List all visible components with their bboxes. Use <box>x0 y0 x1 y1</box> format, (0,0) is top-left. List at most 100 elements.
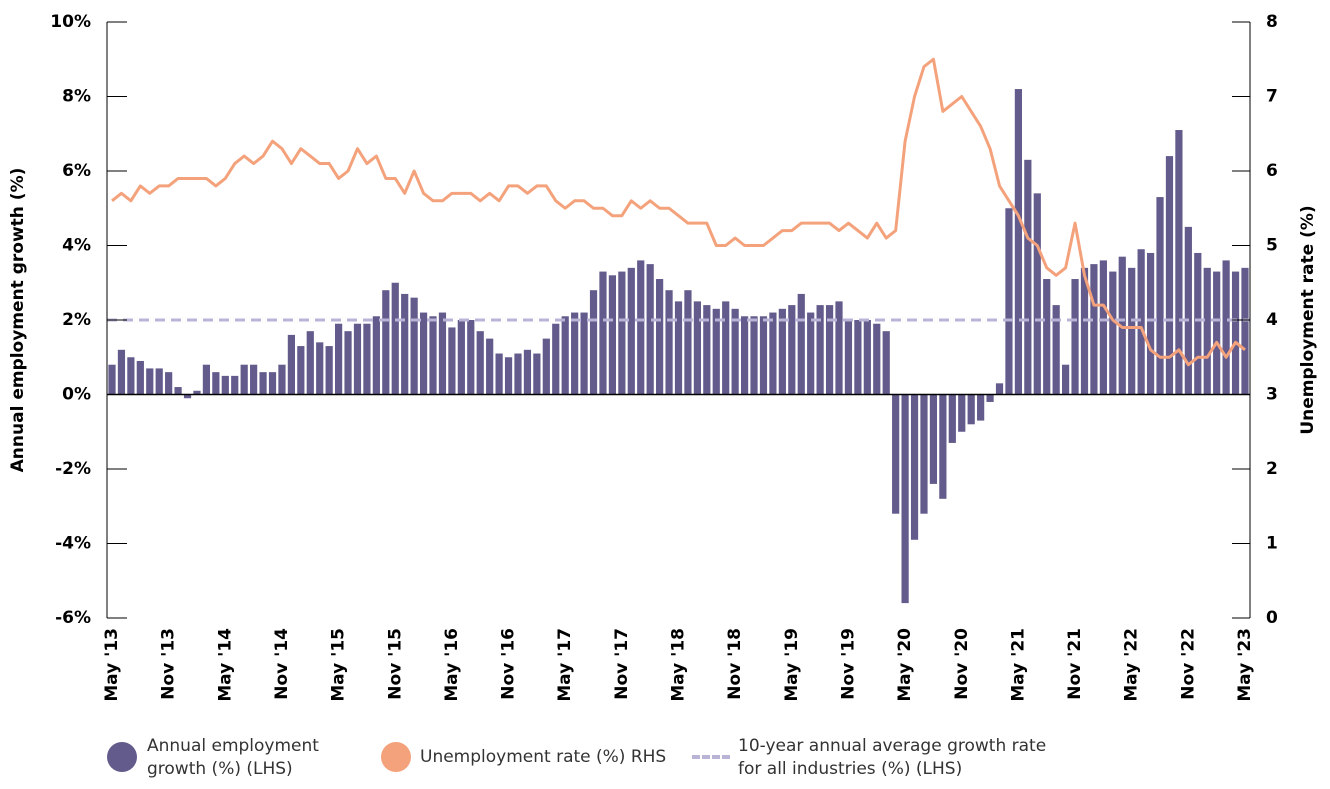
bar <box>882 331 890 395</box>
bar <box>1090 264 1098 395</box>
bar <box>920 394 928 514</box>
bar <box>684 290 692 395</box>
bar <box>212 372 220 395</box>
y-tick-label: 0% <box>62 385 91 405</box>
x-tick-label: May '15 <box>329 628 349 700</box>
bar <box>259 372 267 395</box>
bar <box>165 372 173 395</box>
bar <box>1014 89 1022 395</box>
bar <box>523 349 532 395</box>
bar <box>1062 364 1070 395</box>
y2-tick-label: 6 <box>1266 161 1278 181</box>
bar <box>958 394 966 432</box>
bar <box>967 394 975 425</box>
bar <box>1109 271 1117 395</box>
x-tick-label: Nov '19 <box>838 628 858 700</box>
bar <box>618 271 626 395</box>
bar <box>268 372 277 395</box>
bar <box>155 368 163 395</box>
legend-swatch <box>692 755 730 759</box>
bar <box>844 320 853 395</box>
bar <box>627 267 635 395</box>
bar <box>127 357 135 395</box>
bar <box>1213 271 1221 395</box>
bar <box>250 364 258 395</box>
bar <box>429 316 437 395</box>
bar <box>467 320 475 395</box>
bar <box>1071 279 1079 395</box>
bar <box>382 290 390 395</box>
bar <box>825 305 834 395</box>
bar <box>910 394 919 540</box>
bar <box>863 320 871 395</box>
bar <box>1005 208 1013 395</box>
bar <box>240 364 248 395</box>
bar <box>410 297 418 395</box>
bar <box>693 301 701 395</box>
bar <box>929 394 938 484</box>
bar <box>391 282 399 395</box>
line <box>111 57 1246 367</box>
bar <box>353 323 362 395</box>
x-tick-label: Nov '20 <box>952 628 972 700</box>
x-tick-label: May '16 <box>442 628 462 700</box>
bar <box>1052 305 1060 395</box>
bar <box>136 360 144 395</box>
x-tick-label: May '22 <box>1122 628 1142 700</box>
bar <box>363 323 371 395</box>
bar <box>108 364 116 395</box>
x-tick-label: Nov '17 <box>612 628 632 700</box>
bar <box>1194 252 1202 395</box>
bar <box>873 323 881 395</box>
x-tick-label: May '23 <box>1235 628 1255 700</box>
x-tick-label: May '17 <box>555 628 575 700</box>
y-tick-label: -2% <box>55 459 91 479</box>
bar <box>486 338 494 395</box>
bar <box>835 301 843 395</box>
y-tick-label: 8% <box>62 87 91 107</box>
bar <box>1231 271 1240 395</box>
x-tick-label: Nov '15 <box>385 628 405 700</box>
x-tick-label: Nov '14 <box>272 628 292 700</box>
bar <box>759 316 768 395</box>
bar <box>740 316 749 395</box>
bar <box>939 394 947 499</box>
chart: Annual employment growth (%) Unemploymen… <box>8 12 1318 700</box>
bar <box>788 305 796 395</box>
y-tick-label: 10% <box>50 12 91 32</box>
bar <box>1241 267 1249 395</box>
bar <box>816 305 824 395</box>
y2-tick-label: 2 <box>1266 459 1278 479</box>
bar <box>778 308 786 395</box>
bar <box>193 390 201 395</box>
y-tick-label: -4% <box>55 534 91 554</box>
bar <box>1184 226 1192 395</box>
bar <box>221 375 229 395</box>
bar <box>495 353 503 395</box>
bar <box>438 312 447 395</box>
y-tick-label: -6% <box>55 608 91 628</box>
bar <box>807 312 815 395</box>
bar <box>542 338 550 395</box>
y-tick-label: 4% <box>62 236 91 256</box>
bar <box>703 305 711 395</box>
y2-tick-label: 8 <box>1266 12 1278 32</box>
bar <box>731 308 739 395</box>
y2-tick-label: 1 <box>1266 534 1278 554</box>
bar <box>1156 197 1164 395</box>
x-tick-label: Nov '16 <box>499 628 519 700</box>
bar <box>948 394 956 443</box>
bar <box>646 264 654 395</box>
bar <box>183 394 192 399</box>
bar <box>722 301 730 395</box>
bar <box>1024 159 1032 395</box>
x-tick-label: May '20 <box>895 628 915 700</box>
legend-label: Annual employment growth (%) (LHS) <box>147 736 319 779</box>
bar <box>202 364 211 395</box>
bar <box>344 331 352 395</box>
bar <box>1222 260 1230 395</box>
y2-tick-label: 0 <box>1266 608 1278 628</box>
bar <box>1203 267 1211 395</box>
bar <box>608 275 617 395</box>
y2-tick-label: 3 <box>1266 385 1278 405</box>
